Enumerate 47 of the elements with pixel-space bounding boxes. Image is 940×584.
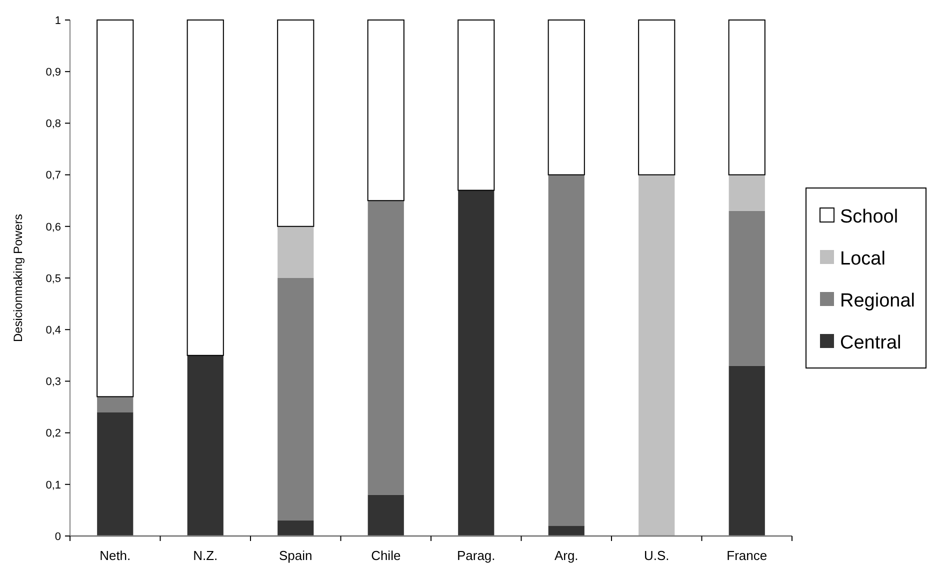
y-tick-label: 0,8: [46, 118, 61, 130]
y-tick-label: 0,3: [46, 376, 61, 388]
x-tick-label: Chile: [371, 548, 401, 563]
bar: [278, 278, 314, 521]
bar: [458, 20, 495, 191]
legend-label: Regional: [840, 290, 915, 312]
legend-label: Local: [840, 248, 886, 270]
bar: [97, 412, 134, 536]
bar: [277, 20, 314, 227]
x-tick-label: Arg.: [554, 548, 578, 563]
y-tick-label: 0,2: [46, 428, 61, 440]
bar: [278, 226, 314, 278]
bar: [96, 20, 134, 398]
bar: [728, 174, 765, 211]
x-tick-label: U.S.: [644, 548, 670, 563]
y-tick-label: 1: [54, 14, 61, 27]
bar: [638, 174, 675, 536]
bar: [548, 20, 585, 176]
bar: [278, 520, 314, 536]
y-tick-label: 0,9: [46, 66, 61, 78]
x-tick-label: France: [726, 548, 768, 563]
x-tick-label: Parag.: [456, 548, 496, 563]
bar: [548, 174, 584, 526]
bar: [367, 20, 404, 202]
x-tick-label: Neth.: [100, 548, 131, 563]
bar: [186, 20, 224, 356]
bar: [548, 526, 584, 536]
bar: [728, 366, 765, 536]
y-tick-label: 0,6: [46, 221, 61, 234]
bar: [368, 494, 404, 536]
bar: [728, 20, 766, 176]
bar: [187, 355, 224, 536]
bar: [458, 190, 494, 536]
bar: [638, 20, 676, 176]
y-tick-label: 0,5: [46, 272, 61, 285]
bar: [97, 396, 134, 412]
legend-label: School: [840, 206, 898, 228]
x-tick-label: Spain: [279, 548, 312, 563]
bar: [368, 200, 404, 495]
y-tick-label: 0,1: [46, 479, 61, 492]
y-tick-label: 0: [54, 530, 61, 543]
y-axis-title: Desicionmaking Powers: [11, 214, 25, 342]
bar: [728, 210, 765, 366]
y-tick-label: 0,7: [46, 170, 61, 182]
legend-label: Central: [840, 332, 902, 354]
y-tick-label: 0,4: [46, 324, 61, 336]
x-tick-label: N.Z.: [193, 548, 218, 563]
